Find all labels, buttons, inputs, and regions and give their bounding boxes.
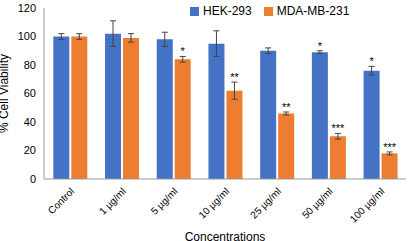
svg-text:**: **: [282, 101, 291, 113]
svg-text:80: 80: [24, 59, 36, 71]
svg-text:1 µg/ml: 1 µg/ml: [97, 186, 128, 217]
svg-text:60: 60: [24, 87, 36, 99]
svg-text:*: *: [181, 45, 186, 57]
svg-text:Control: Control: [46, 186, 77, 217]
svg-text:100: 100: [18, 30, 36, 42]
svg-text:*: *: [369, 55, 374, 67]
svg-text:120: 120: [18, 2, 36, 14]
svg-text:10 µg/ml: 10 µg/ml: [196, 186, 231, 221]
svg-text:**: **: [230, 71, 239, 83]
svg-text:% Cell Viability: % Cell Viability: [8, 54, 11, 133]
svg-text:***: ***: [383, 141, 397, 153]
svg-text:40: 40: [24, 116, 36, 128]
html-text:MDA-MB-231: MDA-MB-231: [276, 4, 350, 18]
svg-text:25 µg/ml: 25 µg/ml: [248, 186, 283, 221]
svg-text:***: ***: [331, 122, 345, 134]
svg-text:0: 0: [30, 173, 36, 185]
svg-text:*: *: [318, 40, 323, 52]
html-text:HEK-293: HEK-293: [203, 4, 252, 18]
svg-text:20: 20: [24, 144, 36, 156]
svg-text:100 µg/ml: 100 µg/ml: [348, 186, 387, 225]
svg-text:50 µg/ml: 50 µg/ml: [300, 186, 335, 221]
svg-text:Concentrations: Concentrations: [185, 230, 266, 241]
svg-text:5 µg/ml: 5 µg/ml: [149, 186, 180, 217]
